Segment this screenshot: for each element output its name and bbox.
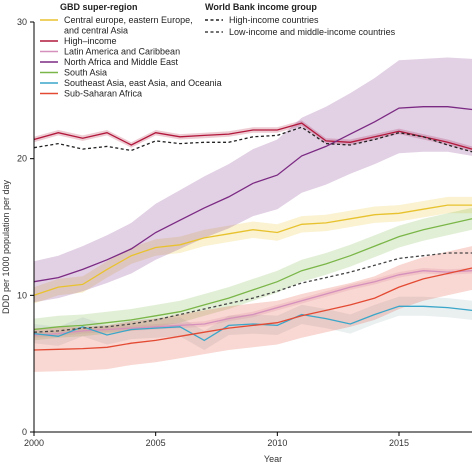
legend-label: Low-income and middle-income countries xyxy=(229,27,396,37)
y-tick-label: 10 xyxy=(17,290,27,300)
series-line-high-income-countries xyxy=(33,126,473,153)
legend-title-income: World Bank income group xyxy=(205,2,317,12)
x-axis-label: Year xyxy=(264,454,282,464)
legend-label: Latin America and Caribbean xyxy=(64,47,180,57)
legend-label: Sub-Saharan Africa xyxy=(64,89,142,99)
series-line-north-africa-and-middle-east xyxy=(33,106,473,283)
legend-label: South Asia xyxy=(64,68,107,78)
series-line-high-income xyxy=(33,122,473,150)
series-line-southeast-asia-east-asia-and-oceania xyxy=(33,305,473,342)
legend-label: Southeast Asia, east Asia, and Oceania xyxy=(64,78,222,88)
series-line-latin-america-and-caribbean xyxy=(33,270,473,336)
series-lines xyxy=(33,106,473,351)
legend-label: High–income xyxy=(64,36,117,46)
band-sub-saharan-africa xyxy=(34,246,472,372)
legend-income-group: World Bank income group High-income coun… xyxy=(205,2,396,37)
y-tick-label: 20 xyxy=(17,154,27,164)
legend-label: Central europe, eastern Europe, xyxy=(64,15,193,25)
legend-title-gbd: GBD super-region xyxy=(60,2,138,12)
legend-gbd-super-region: GBD super-region Central europe, eastern… xyxy=(40,2,222,99)
legend-label: and central Asia xyxy=(64,26,128,36)
y-tick-label: 30 xyxy=(17,17,27,27)
y-axis-label: DDD per 1000 population per day xyxy=(1,179,11,314)
series-line-central-europe-eastern-europe-and-central-asia xyxy=(33,204,472,296)
y-tick-label: 0 xyxy=(22,427,27,437)
x-tick-label: 2000 xyxy=(24,438,44,448)
confidence-bands xyxy=(34,57,472,372)
band-central-europe-eastern-europe-and-central-asia xyxy=(34,196,472,304)
band-high-income xyxy=(34,120,472,152)
series-line-sub-saharan-africa xyxy=(33,267,473,351)
y-ticks: 0 10 20 30 xyxy=(17,17,34,437)
x-tick-label: 2005 xyxy=(146,438,166,448)
legend-label: High-income countries xyxy=(229,15,319,25)
x-tick-label: 2015 xyxy=(389,438,409,448)
series-line-low-income-and-middle-income-countries xyxy=(33,252,472,333)
x-tick-label: 2010 xyxy=(267,438,287,448)
series-line-south-asia xyxy=(33,218,473,331)
legend-label: North Africa and Middle East xyxy=(64,57,179,67)
band-south-asia xyxy=(34,207,472,341)
x-ticks: 2000 2005 2010 2015 xyxy=(24,432,409,448)
band-latin-america-and-caribbean xyxy=(34,268,472,338)
